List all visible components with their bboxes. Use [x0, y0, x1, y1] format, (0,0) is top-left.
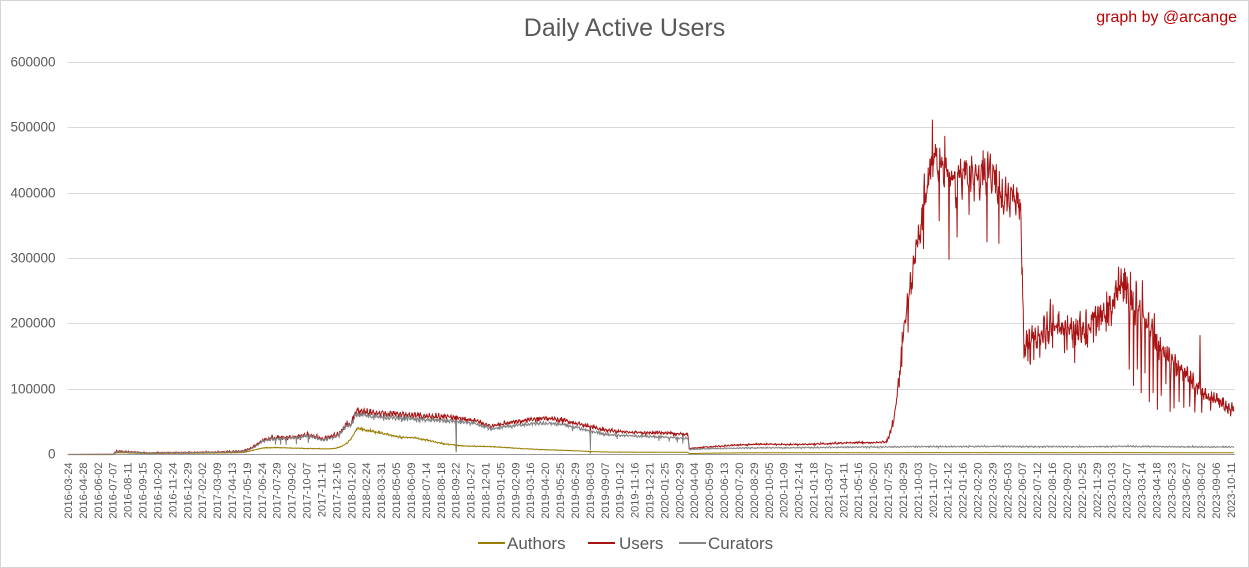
svg-text:2016-09-15: 2016-09-15	[138, 463, 150, 519]
svg-text:2018-12-01: 2018-12-01	[481, 463, 493, 519]
svg-text:2019-03-16: 2019-03-16	[525, 463, 537, 519]
svg-text:2017-11-11: 2017-11-11	[317, 463, 329, 518]
svg-text:2016-03-24: 2016-03-24	[63, 463, 75, 519]
svg-text:2020-08-29: 2020-08-29	[749, 463, 761, 519]
svg-text:2018-02-24: 2018-02-24	[361, 463, 373, 519]
svg-text:0: 0	[48, 447, 56, 462]
svg-text:2023-03-14: 2023-03-14	[1137, 463, 1149, 519]
svg-text:2018-08-18: 2018-08-18	[436, 463, 448, 519]
svg-text:2022-02-20: 2022-02-20	[973, 463, 985, 519]
svg-text:2022-07-12: 2022-07-12	[1032, 463, 1044, 519]
svg-text:2023-01-03: 2023-01-03	[1107, 463, 1119, 519]
svg-text:2019-06-29: 2019-06-29	[570, 463, 582, 519]
svg-text:2020-10-05: 2020-10-05	[764, 463, 776, 519]
svg-text:2021-03-07: 2021-03-07	[823, 463, 835, 519]
svg-text:2021-12-12: 2021-12-12	[943, 463, 955, 519]
svg-text:2018-01-20: 2018-01-20	[346, 463, 358, 519]
svg-text:2019-08-03: 2019-08-03	[585, 463, 597, 519]
svg-text:2021-08-29: 2021-08-29	[898, 463, 910, 519]
svg-text:2019-12-21: 2019-12-21	[645, 463, 657, 519]
svg-text:2022-01-16: 2022-01-16	[958, 463, 970, 519]
svg-text:2021-11-07: 2021-11-07	[928, 463, 940, 518]
svg-text:2021-05-16: 2021-05-16	[853, 463, 865, 519]
svg-text:2016-06-02: 2016-06-02	[93, 463, 105, 519]
svg-text:2022-09-20: 2022-09-20	[1062, 463, 1074, 519]
svg-text:600000: 600000	[10, 55, 55, 70]
svg-text:2023-09-06: 2023-09-06	[1211, 463, 1223, 519]
svg-text:2019-04-20: 2019-04-20	[540, 463, 552, 519]
svg-text:200000: 200000	[10, 316, 55, 331]
svg-text:2021-01-18: 2021-01-18	[809, 463, 821, 519]
svg-text:2019-11-16: 2019-11-16	[630, 463, 642, 518]
svg-text:2020-06-13: 2020-06-13	[719, 463, 731, 519]
svg-text:2020-01-25: 2020-01-25	[659, 463, 671, 519]
svg-text:2022-03-29: 2022-03-29	[987, 463, 999, 519]
svg-text:2017-07-29: 2017-07-29	[272, 463, 284, 519]
svg-text:2023-10-11: 2023-10-11	[1226, 463, 1238, 518]
svg-text:2020-07-20: 2020-07-20	[734, 463, 746, 519]
svg-text:2017-04-13: 2017-04-13	[227, 463, 239, 519]
svg-text:2021-04-11: 2021-04-11	[838, 463, 850, 518]
svg-text:2018-05-05: 2018-05-05	[391, 463, 403, 519]
svg-text:2016-11-24: 2016-11-24	[167, 463, 179, 518]
svg-text:2016-10-20: 2016-10-20	[153, 463, 165, 519]
svg-text:2016-07-07: 2016-07-07	[108, 463, 120, 519]
svg-text:2018-09-22: 2018-09-22	[451, 463, 463, 519]
svg-text:2023-08-02: 2023-08-02	[1196, 463, 1208, 519]
svg-text:2017-06-24: 2017-06-24	[257, 463, 269, 519]
svg-text:2022-05-03: 2022-05-03	[1002, 463, 1014, 519]
svg-text:2021-06-20: 2021-06-20	[868, 463, 880, 519]
svg-text:2016-12-29: 2016-12-29	[182, 463, 194, 519]
svg-text:2020-11-09: 2020-11-09	[779, 463, 791, 518]
svg-text:2020-02-29: 2020-02-29	[674, 463, 686, 519]
svg-text:2020-05-09: 2020-05-09	[704, 463, 716, 519]
svg-text:2017-10-07: 2017-10-07	[302, 463, 314, 519]
svg-text:2016-08-11: 2016-08-11	[123, 463, 135, 518]
svg-text:2017-09-02: 2017-09-02	[287, 463, 299, 519]
svg-text:2022-10-25: 2022-10-25	[1077, 463, 1089, 519]
svg-text:2023-02-07: 2023-02-07	[1122, 463, 1134, 519]
svg-text:2019-09-07: 2019-09-07	[600, 463, 612, 519]
svg-text:2022-08-16: 2022-08-16	[1047, 463, 1059, 519]
svg-text:2018-06-09: 2018-06-09	[406, 463, 418, 519]
svg-text:2019-01-05: 2019-01-05	[495, 463, 507, 519]
svg-text:2022-11-29: 2022-11-29	[1092, 463, 1104, 518]
svg-text:2017-05-19: 2017-05-19	[242, 463, 254, 519]
svg-text:2023-05-23: 2023-05-23	[1166, 463, 1178, 519]
svg-text:2020-04-04: 2020-04-04	[689, 463, 701, 519]
svg-text:500000: 500000	[10, 120, 55, 135]
svg-text:2019-02-09: 2019-02-09	[510, 463, 522, 519]
svg-text:2023-06-27: 2023-06-27	[1181, 463, 1193, 519]
svg-text:2021-07-25: 2021-07-25	[883, 463, 895, 519]
svg-text:2022-06-07: 2022-06-07	[1017, 463, 1029, 519]
svg-text:300000: 300000	[10, 251, 55, 266]
svg-text:2023-04-18: 2023-04-18	[1151, 463, 1163, 519]
svg-text:2017-12-16: 2017-12-16	[331, 463, 343, 519]
svg-text:400000: 400000	[10, 186, 55, 201]
svg-text:2018-07-14: 2018-07-14	[421, 463, 433, 519]
svg-text:2020-12-14: 2020-12-14	[794, 463, 806, 519]
svg-text:2019-10-12: 2019-10-12	[615, 463, 627, 519]
svg-text:2019-05-25: 2019-05-25	[555, 463, 567, 519]
svg-text:2018-10-27: 2018-10-27	[466, 463, 478, 519]
svg-text:2021-10-03: 2021-10-03	[913, 463, 925, 519]
svg-text:2016-04-28: 2016-04-28	[78, 463, 90, 519]
svg-text:2017-02-02: 2017-02-02	[197, 463, 209, 519]
svg-text:2017-03-09: 2017-03-09	[212, 463, 224, 519]
svg-text:2018-03-31: 2018-03-31	[376, 463, 388, 519]
svg-text:100000: 100000	[10, 382, 55, 397]
